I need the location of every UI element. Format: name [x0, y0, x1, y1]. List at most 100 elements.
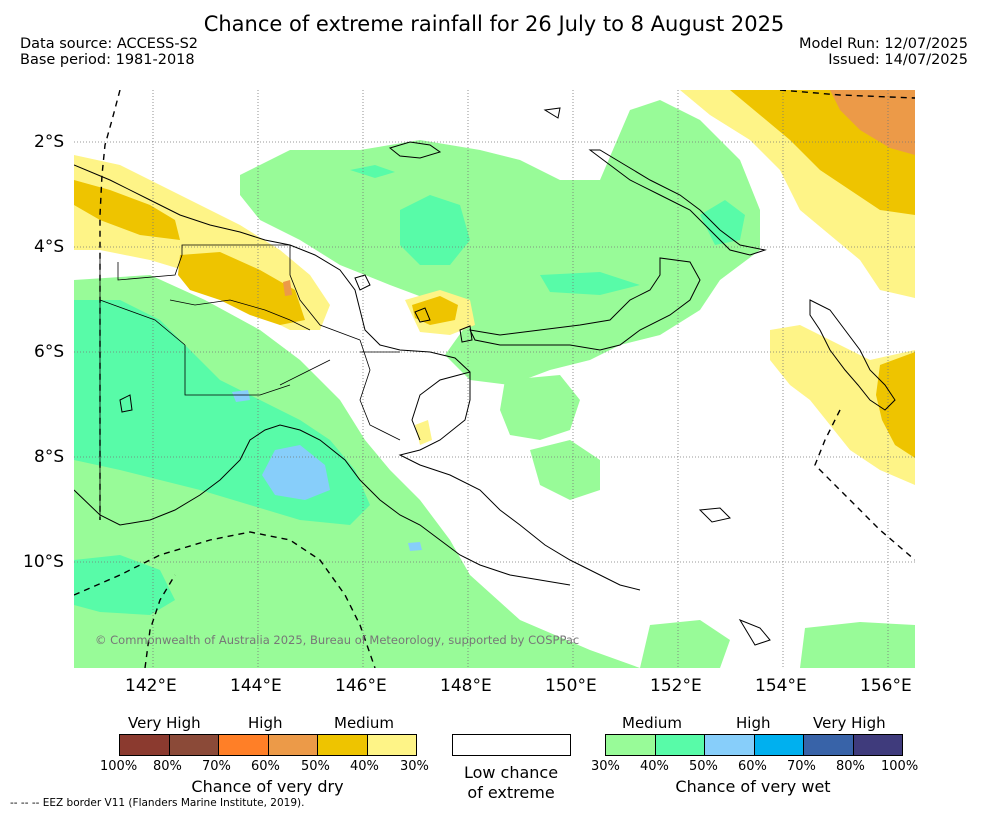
- wet-medium-patch-southeast: [800, 622, 915, 668]
- dry-50-patch: [283, 280, 292, 296]
- island-small-1: [354, 274, 371, 291]
- lat-tick-label: 8°S: [34, 447, 65, 467]
- dry-colorbar: [119, 734, 417, 756]
- lon-tick-label: 156°E: [860, 676, 912, 696]
- lon-tick-label: 146°E: [335, 676, 387, 696]
- lon-tick-label: 142°E: [125, 676, 177, 696]
- island-small-7: [459, 325, 473, 343]
- dry-swatch: [120, 735, 170, 755]
- wet-medium-patch-central: [500, 375, 580, 440]
- wet-colorbar: [605, 734, 903, 756]
- wet-40-region-southwest: [74, 555, 175, 615]
- low-chance-legend: Low chance of extreme: [450, 734, 575, 806]
- wet-40-region-north: [400, 195, 470, 265]
- dry-swatch: [169, 735, 219, 755]
- wet-tick: 60%: [738, 759, 767, 774]
- dry-30-region-east: [770, 325, 915, 485]
- wet-medium-patch-lower: [640, 620, 730, 668]
- dry-legend: Very High High Medium 100% 80% 70% 60% 5…: [100, 712, 440, 802]
- dry-tick: 70%: [202, 759, 231, 774]
- model-run: Model Run: 12/07/2025: [798, 36, 968, 52]
- dry-tick: 80%: [153, 759, 182, 774]
- new-ireland-coast: [588, 149, 767, 256]
- wet-tick: 50%: [689, 759, 718, 774]
- dry-tick: 100%: [100, 759, 138, 774]
- wet-40-strip: [540, 272, 640, 295]
- dry-tick: 40%: [350, 759, 379, 774]
- manus-island-coast: [388, 141, 442, 159]
- low-chance-caption-line2: of extreme: [467, 783, 555, 802]
- base-period: Base period: 1981-2018: [20, 52, 195, 68]
- wet-header-high: High: [736, 714, 771, 732]
- copyright-credit: © Commonwealth of Australia 2025, Bureau…: [95, 633, 580, 647]
- run-info: Model Run: 12/07/2025 Issued: 14/07/2025: [799, 36, 968, 68]
- wet-swatch: [655, 735, 705, 755]
- wet-40-strip-north: [350, 165, 395, 178]
- lat-tick-label: 10°S: [23, 552, 64, 572]
- grid-lines: [74, 90, 915, 668]
- low-chance-swatch: [452, 734, 571, 756]
- wet-50-patch: [262, 445, 330, 500]
- dry-swatch: [268, 735, 318, 755]
- wet-header-medium: Medium: [622, 714, 682, 732]
- island-small-5: [543, 107, 561, 119]
- island-small-2: [414, 307, 431, 323]
- wet-medium-region-southwest: [74, 275, 640, 668]
- wet-legend-caption: Chance of very wet: [675, 777, 831, 796]
- wet-swatch: [754, 735, 804, 755]
- island-small-4: [738, 618, 771, 646]
- wet-tick: 80%: [836, 759, 865, 774]
- low-chance-caption-line1: Low chance: [463, 763, 559, 782]
- data-source: Data source: ACCESS-S2: [20, 36, 199, 52]
- wet-swatch: [705, 735, 755, 755]
- lon-tick-label: 154°E: [755, 676, 807, 696]
- lon-tick-label: 150°E: [545, 676, 597, 696]
- issued-date: Issued: 14/07/2025: [828, 52, 968, 68]
- low-chance-caption: Low chance of extreme: [450, 763, 572, 803]
- lon-tick-label: 152°E: [650, 676, 702, 696]
- wet-50-patch-small: [232, 390, 250, 402]
- wet-tick: 40%: [640, 759, 669, 774]
- eez-footnote: -- -- -- EEZ border V11 (Flanders Marine…: [10, 797, 305, 809]
- dry-swatch: [318, 735, 368, 755]
- map-title: Chance of extreme rainfall for 26 July t…: [203, 12, 785, 36]
- bougainville-coast: [809, 299, 896, 411]
- dry-header-medium: Medium: [334, 714, 394, 732]
- dry-tick: 60%: [251, 759, 280, 774]
- wet-tick: 30%: [591, 759, 620, 774]
- source-info: Data source: ACCESS-S2 Base period: 1981…: [20, 36, 198, 68]
- dry-40-region-northwest: [74, 180, 180, 240]
- wet-medium-patch-east: [530, 440, 600, 500]
- new-guinea-north-coast: [74, 164, 641, 591]
- wet-legend: Medium High Very High 30% 40% 50% 60% 70…: [588, 712, 928, 802]
- wet-header-very-high: Very High: [813, 714, 886, 732]
- dry-40-region-east: [876, 352, 915, 458]
- lat-tick-label: 6°S: [34, 342, 65, 362]
- wet-40-region-northeast: [700, 200, 745, 245]
- island-small-3: [698, 507, 731, 523]
- new-britain-coast: [469, 257, 701, 351]
- wet-50-patch-coast: [408, 542, 422, 551]
- coastlines: [74, 107, 896, 646]
- eez-borders: [74, 90, 915, 668]
- dry-swatch: [367, 735, 416, 755]
- lat-tick-label: 2°S: [34, 132, 65, 152]
- dry-tick: 50%: [301, 759, 330, 774]
- map-panel: [74, 90, 915, 668]
- dry-swatch: [219, 735, 269, 755]
- lat-tick-label: 4°S: [34, 237, 65, 257]
- wet-swatch: [804, 735, 854, 755]
- papuan-peninsula-coast: [411, 371, 471, 441]
- island-small-6: [119, 394, 133, 413]
- dry-header-high: High: [248, 714, 283, 732]
- dry-tick: 30%: [400, 759, 429, 774]
- wet-tick: 70%: [787, 759, 816, 774]
- dry-50-region-northeast: [830, 90, 915, 155]
- dry-legend-caption: Chance of very dry: [191, 777, 344, 796]
- new-guinea-south-coast: [74, 424, 571, 586]
- wet-swatch: [853, 735, 902, 755]
- lon-tick-label: 144°E: [230, 676, 282, 696]
- dry-40-region-central: [178, 252, 305, 325]
- dry-header-very-high: Very High: [128, 714, 201, 732]
